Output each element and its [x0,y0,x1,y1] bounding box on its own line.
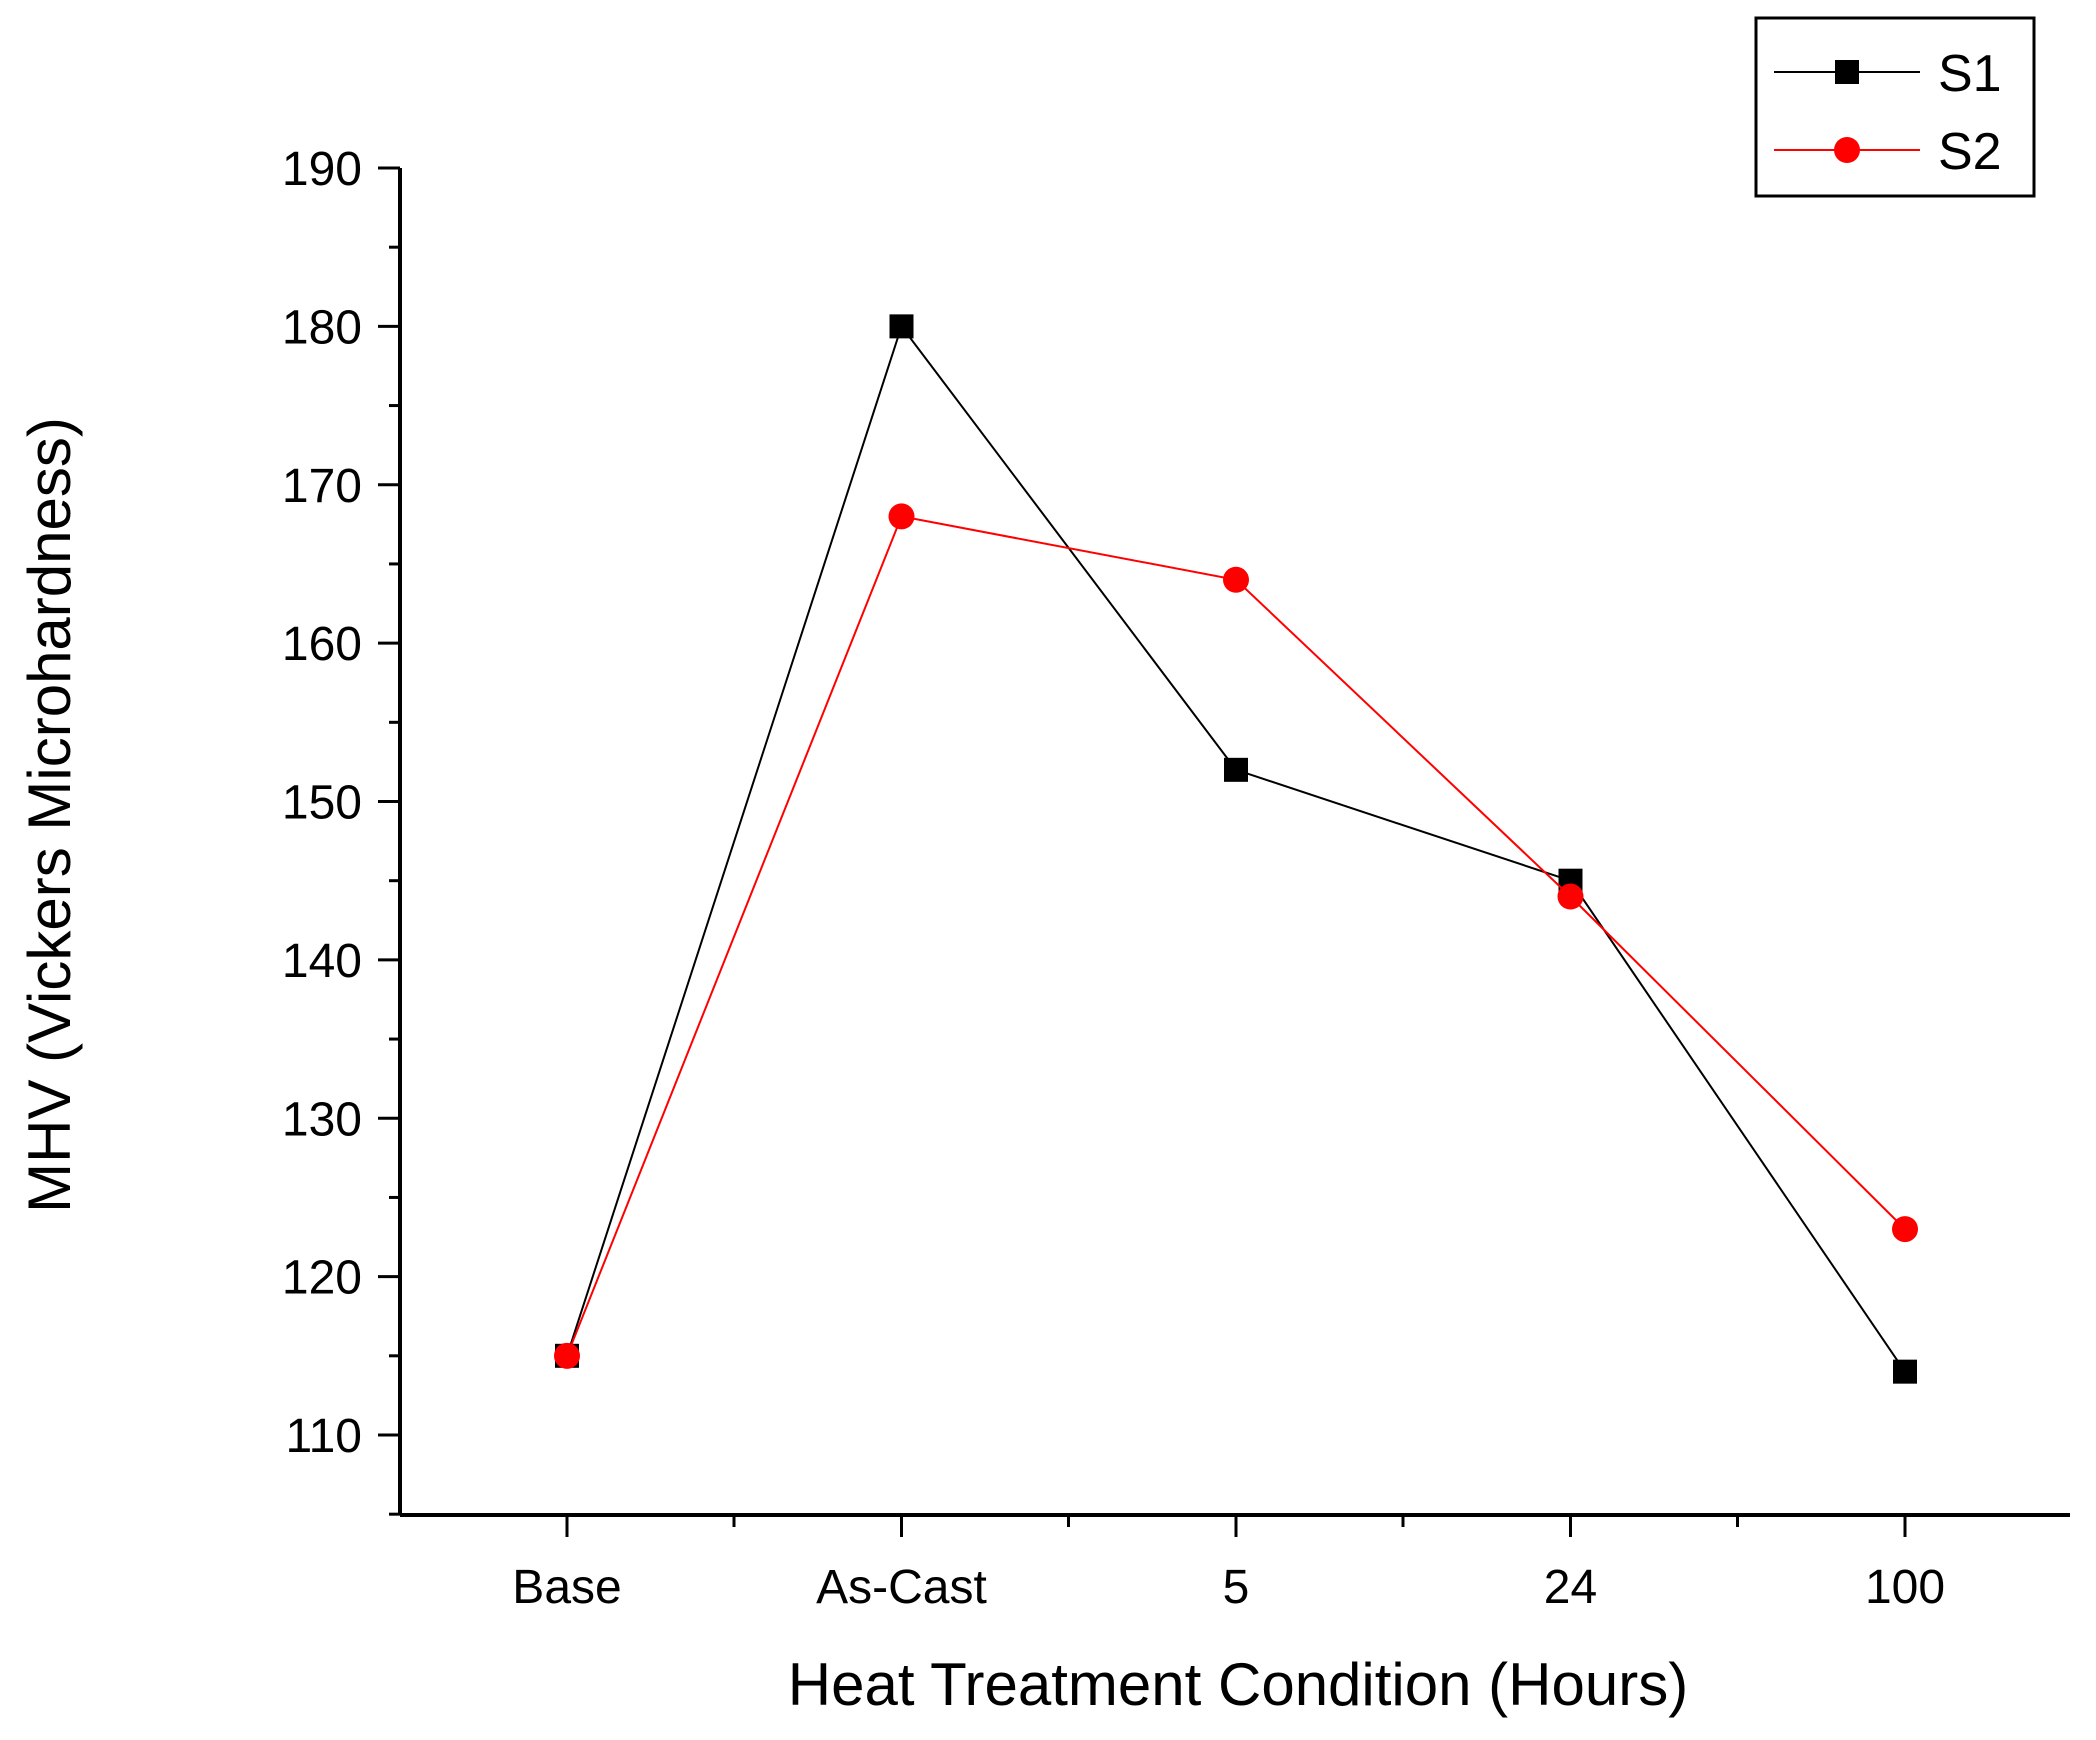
data-point-s2 [888,503,915,530]
x-tick-label: 100 [1865,1561,1945,1614]
x-tick-label: 24 [1544,1561,1597,1614]
data-point-s2 [1223,566,1249,593]
legend-marker [1834,137,1860,163]
legend-marker [1835,60,1859,84]
y-tick-label: 190 [282,143,362,196]
x-tick-label: 5 [1223,1561,1250,1614]
legend-box [1754,16,2036,198]
y-tick-label: 170 [282,460,362,513]
x-tick-label: As-Cast [816,1561,987,1614]
legend-label: S1 [1938,45,2002,103]
x-tick-label: Base [512,1561,621,1614]
legend-item-s2: S2 [1774,123,2002,181]
y-tick-label: 160 [282,618,362,671]
data-point-s1 [889,314,914,339]
axes: 110 120 130 140 150 160 170 180 190 Base As-Cast 5 2… [282,143,2070,1614]
data-point-s1 [1224,757,1248,782]
y-tick-label: 150 [282,777,362,830]
data-point-s1 [1893,1359,1917,1384]
y-axis-title: MHV (Vickers Microhardness) [16,417,83,1213]
legend-item-s1: S1 [1774,45,2002,103]
y-tick-label: 120 [282,1252,362,1305]
data-point-s2 [1892,1216,1918,1243]
y-tick-label: 140 [282,935,362,988]
y-tick-label: 130 [282,1093,362,1146]
data-point-s2 [1557,883,1584,910]
y-tick-label: 180 [282,301,362,354]
data-point-s2 [554,1342,580,1369]
series-layer [554,314,1918,1384]
legend-label: S2 [1938,123,2002,181]
y-tick-label: 110 [285,1410,362,1463]
x-axis-title: Heat Treatment Condition (Hours) [788,1651,1688,1718]
series-s2 [554,503,1918,1369]
